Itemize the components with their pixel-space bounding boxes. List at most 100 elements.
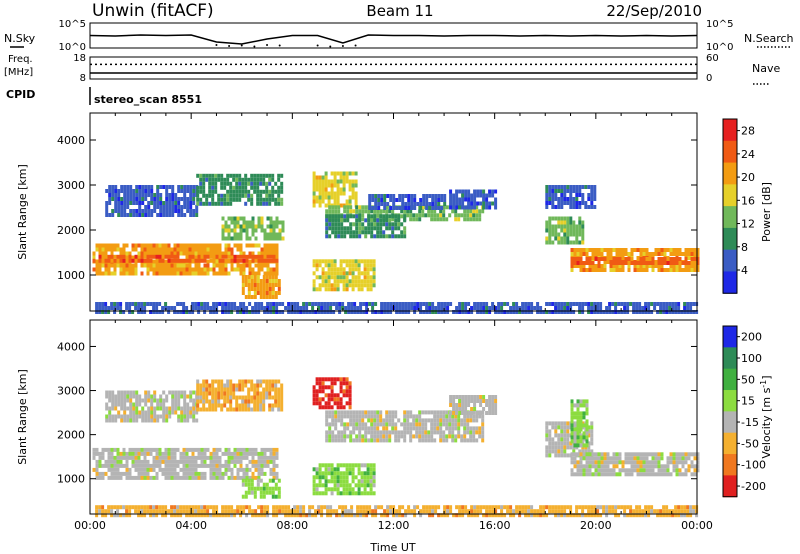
range-cell: [233, 232, 237, 237]
range-cell: [585, 403, 589, 408]
range-cell: [689, 302, 693, 306]
range-cell: [364, 234, 368, 239]
range-cell: [311, 505, 315, 510]
range-cell: [250, 173, 254, 178]
range-cell: [439, 410, 443, 415]
range-cell: [563, 224, 567, 229]
range-cell: [593, 302, 597, 306]
range-cell: [342, 475, 346, 480]
range-cell: [266, 247, 270, 252]
range-cell: [194, 467, 198, 472]
range-cell: [318, 259, 322, 264]
range-cell: [125, 471, 129, 476]
range-cell: [472, 209, 476, 214]
range-cell: [351, 463, 355, 468]
range-cell: [266, 263, 270, 268]
range-cell: [265, 295, 269, 299]
range-cell: [296, 509, 300, 514]
range-cell: [119, 267, 123, 272]
range-cell: [140, 243, 144, 248]
range-cell: [470, 310, 474, 314]
range-cell: [120, 205, 124, 209]
range-cell: [349, 222, 353, 227]
freq-panel-frame: [89, 56, 698, 80]
range-cell: [125, 505, 129, 510]
range-cell: [239, 228, 243, 233]
range-cell: [603, 248, 607, 252]
range-cell: [262, 407, 266, 412]
range-cell: [241, 399, 245, 404]
range-cell: [321, 389, 325, 394]
range-cell: [250, 283, 254, 287]
range-cell: [345, 171, 349, 176]
range-cell: [199, 201, 203, 206]
range-cell: [442, 414, 446, 419]
range-cell: [377, 206, 381, 210]
range-cell: [131, 310, 135, 314]
range-cell: [354, 267, 358, 272]
range-cell: [608, 302, 612, 306]
range-cell: [229, 185, 233, 190]
range-cell: [186, 410, 190, 415]
range-cell: [690, 464, 694, 469]
range-cell: [419, 202, 423, 206]
range-cell: [358, 422, 362, 427]
range-cell: [206, 271, 210, 276]
range-cell: [165, 398, 169, 403]
range-cell: [557, 453, 561, 458]
range-cell: [328, 234, 332, 239]
range-cell: [131, 267, 135, 272]
range-cell: [338, 310, 342, 314]
range-cell: [119, 310, 123, 314]
range-cell: [687, 261, 691, 265]
range-cell: [345, 471, 349, 476]
range-cell: [180, 394, 184, 399]
range-cell: [167, 247, 171, 252]
range-cell: [570, 260, 574, 264]
range-cell: [168, 406, 172, 411]
range-cell: [95, 447, 99, 452]
range-cell: [406, 410, 410, 415]
range-cell: [170, 455, 174, 460]
range-cell: [156, 406, 160, 411]
range-cell: [479, 193, 483, 198]
range-cell: [416, 202, 420, 206]
range-cell: [212, 509, 216, 514]
range-cell: [573, 403, 577, 408]
range-cell: [445, 217, 449, 222]
range-cell: [374, 202, 378, 206]
range-cell: [135, 209, 139, 213]
range-cell: [339, 267, 343, 272]
range-cell: [339, 389, 343, 394]
range-cell: [654, 464, 658, 469]
range-cell: [463, 213, 467, 218]
range-cell: [268, 383, 272, 388]
range-cell: [259, 197, 263, 202]
range-cell: [171, 197, 175, 201]
range-cell: [348, 405, 352, 410]
range-cell: [321, 463, 325, 468]
range-cell: [226, 407, 230, 412]
range-cell: [563, 310, 567, 314]
range-cell: [171, 410, 175, 415]
range-cell: [224, 302, 228, 306]
range-cell: [427, 213, 431, 218]
range-cell: [170, 258, 174, 263]
range-cell: [475, 213, 479, 218]
range-cell: [241, 379, 245, 384]
range-cell: [203, 251, 207, 256]
range-cell: [449, 403, 453, 407]
range-cell: [129, 213, 133, 217]
range-cell: [382, 438, 386, 443]
range-cell: [256, 486, 260, 491]
range-cell: [235, 383, 239, 388]
range-cell: [245, 263, 249, 268]
range-cell: [194, 447, 198, 452]
range-cell: [315, 475, 319, 480]
range-cell: [272, 251, 276, 256]
range-cell: [158, 258, 162, 263]
range-cell: [488, 201, 492, 206]
range-cell: [376, 430, 380, 435]
range-cell: [188, 263, 192, 268]
range-cell: [108, 201, 112, 205]
